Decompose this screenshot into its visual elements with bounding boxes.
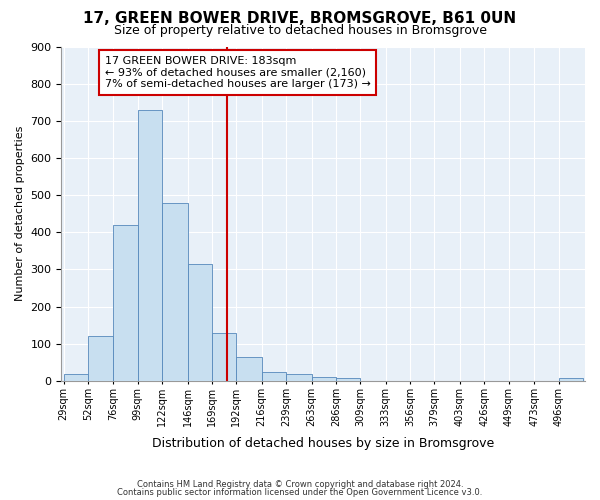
- Bar: [336, 378, 360, 381]
- Text: 17 GREEN BOWER DRIVE: 183sqm
← 93% of detached houses are smaller (2,160)
7% of : 17 GREEN BOWER DRIVE: 183sqm ← 93% of de…: [105, 56, 371, 89]
- Text: 17, GREEN BOWER DRIVE, BROMSGROVE, B61 0UN: 17, GREEN BOWER DRIVE, BROMSGROVE, B61 0…: [83, 11, 517, 26]
- Y-axis label: Number of detached properties: Number of detached properties: [15, 126, 25, 302]
- Text: Contains public sector information licensed under the Open Government Licence v3: Contains public sector information licen…: [118, 488, 482, 497]
- Bar: [236, 357, 262, 381]
- Bar: [559, 378, 583, 381]
- Bar: [212, 332, 236, 381]
- Bar: [138, 110, 162, 381]
- Bar: [262, 372, 286, 381]
- Text: Contains HM Land Registry data © Crown copyright and database right 2024.: Contains HM Land Registry data © Crown c…: [137, 480, 463, 489]
- Bar: [64, 374, 88, 381]
- Text: Size of property relative to detached houses in Bromsgrove: Size of property relative to detached ho…: [113, 24, 487, 37]
- Bar: [113, 225, 138, 381]
- X-axis label: Distribution of detached houses by size in Bromsgrove: Distribution of detached houses by size …: [152, 437, 494, 450]
- Bar: [286, 374, 311, 381]
- Bar: [311, 377, 336, 381]
- Bar: [188, 264, 212, 381]
- Bar: [162, 202, 188, 381]
- Bar: [88, 336, 113, 381]
